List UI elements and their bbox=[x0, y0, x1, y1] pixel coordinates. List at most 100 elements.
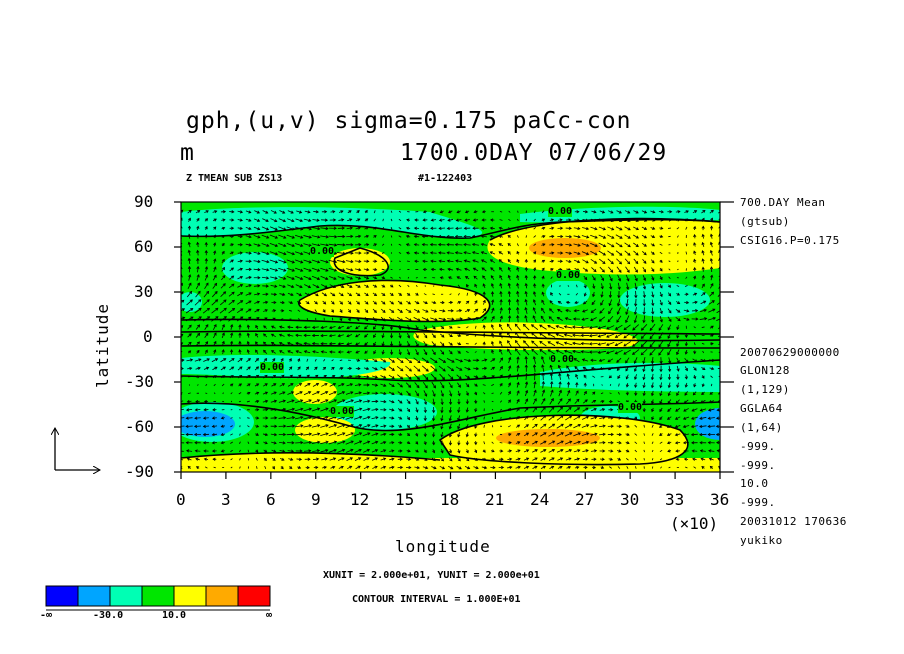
wind-arrow-head bbox=[187, 257, 191, 261]
wind-arrow bbox=[607, 242, 615, 248]
wind-arrow bbox=[197, 384, 199, 386]
wind-arrow bbox=[490, 243, 496, 246]
wind-arrow-head bbox=[551, 449, 556, 452]
wind-arrow-head bbox=[366, 457, 370, 461]
wind-arrow-head bbox=[425, 360, 430, 364]
wind-arrow-head bbox=[483, 375, 487, 379]
wind-arrow bbox=[355, 292, 361, 296]
wind-arrow-head bbox=[442, 368, 446, 372]
wind-arrow-head bbox=[290, 293, 294, 297]
wind-arrow bbox=[438, 317, 446, 321]
wind-arrow-head bbox=[507, 243, 511, 247]
wind-arrow-head bbox=[238, 324, 242, 328]
wind-arrow-head bbox=[416, 385, 420, 389]
wind-arrow bbox=[564, 424, 572, 429]
wind-arrow bbox=[458, 407, 460, 413]
wind-arrow-head bbox=[265, 284, 269, 288]
wind-arrow bbox=[398, 243, 402, 246]
wind-arrow-head bbox=[281, 309, 285, 313]
wind-arrow-head bbox=[274, 243, 279, 248]
wind-arrow bbox=[564, 334, 573, 337]
wind-arrow-head bbox=[516, 274, 520, 279]
wind-arrow-head bbox=[291, 441, 295, 445]
wind-arrow-head bbox=[289, 465, 293, 469]
wind-arrow-head bbox=[323, 366, 327, 370]
wind-arrow-head bbox=[543, 415, 547, 419]
wind-arrow bbox=[312, 284, 319, 288]
wind-arrow-head bbox=[297, 465, 302, 469]
wind-arrow-head bbox=[508, 449, 513, 453]
wind-arrow-head bbox=[590, 358, 594, 362]
wind-arrow bbox=[609, 466, 612, 469]
wind-arrow bbox=[448, 465, 453, 470]
wind-arrow-head bbox=[187, 265, 192, 270]
wind-arrow-head bbox=[659, 310, 663, 315]
wind-arrow bbox=[221, 458, 225, 460]
wind-arrow-head bbox=[337, 342, 341, 346]
wind-arrow bbox=[676, 357, 680, 363]
wind-arrow-head bbox=[585, 226, 590, 231]
wind-arrow bbox=[634, 441, 638, 444]
wind-arrow-head bbox=[190, 316, 194, 320]
wind-arrow-head bbox=[702, 292, 706, 296]
wind-arrow bbox=[573, 432, 581, 437]
wind-arrow bbox=[651, 365, 654, 372]
wind-arrow bbox=[566, 365, 571, 372]
wind-arrow bbox=[430, 373, 437, 380]
wind-arrow-head bbox=[635, 261, 639, 265]
wind-arrow-head bbox=[407, 392, 411, 397]
wind-arrow bbox=[683, 433, 690, 436]
wind-arrow bbox=[279, 374, 285, 379]
wind-arrow-head bbox=[283, 276, 287, 280]
wind-arrow-head bbox=[623, 351, 627, 355]
wind-arrow-head bbox=[187, 217, 191, 221]
wind-arrow-head bbox=[474, 457, 478, 461]
wind-arrow bbox=[187, 324, 192, 330]
wind-arrow bbox=[550, 381, 553, 389]
wind-arrow-head bbox=[425, 309, 429, 313]
wind-arrow-head bbox=[692, 457, 696, 461]
wind-arrow-head bbox=[390, 284, 394, 288]
wind-arrow-head bbox=[711, 300, 715, 304]
wind-arrow bbox=[699, 309, 707, 313]
wind-arrow-head bbox=[693, 367, 697, 371]
wind-arrow bbox=[676, 285, 680, 287]
y-tick-label: 60 bbox=[134, 237, 154, 256]
wind-arrow bbox=[438, 357, 446, 363]
wind-arrow bbox=[390, 260, 393, 262]
wind-arrow-head bbox=[594, 440, 598, 445]
wind-arrow-head bbox=[339, 317, 343, 322]
wind-arrow-head bbox=[475, 308, 479, 312]
wind-arrow-head bbox=[667, 384, 671, 389]
wind-arrow bbox=[345, 416, 354, 420]
wind-arrow bbox=[473, 367, 479, 370]
wind-arrow-head bbox=[334, 235, 338, 239]
wind-arrow-head bbox=[551, 415, 555, 419]
wind-arrow-head bbox=[602, 261, 606, 264]
wind-arrow bbox=[339, 359, 343, 361]
colorbar-label: ∞ bbox=[266, 610, 273, 621]
wind-arrow-head bbox=[676, 376, 680, 380]
wind-arrow-head bbox=[255, 449, 259, 453]
wind-arrow-head bbox=[303, 333, 307, 338]
wind-arrow bbox=[481, 466, 487, 469]
wind-arrow-head bbox=[355, 326, 359, 330]
wind-arrow-head bbox=[232, 316, 236, 320]
wind-arrow-head bbox=[633, 368, 637, 372]
wind-arrow bbox=[541, 210, 545, 214]
wind-arrow-head bbox=[642, 286, 647, 290]
wind-arrow-head bbox=[500, 357, 503, 361]
wind-arrow bbox=[355, 333, 361, 338]
wind-arrow-head bbox=[248, 284, 252, 288]
wind-arrow bbox=[237, 300, 243, 305]
wind-arrow-head bbox=[441, 351, 445, 355]
wind-arrow-head bbox=[291, 219, 295, 223]
wind-arrow-head bbox=[306, 465, 310, 470]
wind-arrow-head bbox=[651, 311, 655, 315]
wind-arrow-head bbox=[278, 325, 283, 329]
wind-arrow-head bbox=[357, 284, 361, 288]
wind-arrow-head bbox=[348, 293, 353, 297]
wind-arrow bbox=[517, 218, 519, 222]
wind-arrow bbox=[330, 375, 335, 379]
wind-arrow bbox=[262, 218, 269, 222]
